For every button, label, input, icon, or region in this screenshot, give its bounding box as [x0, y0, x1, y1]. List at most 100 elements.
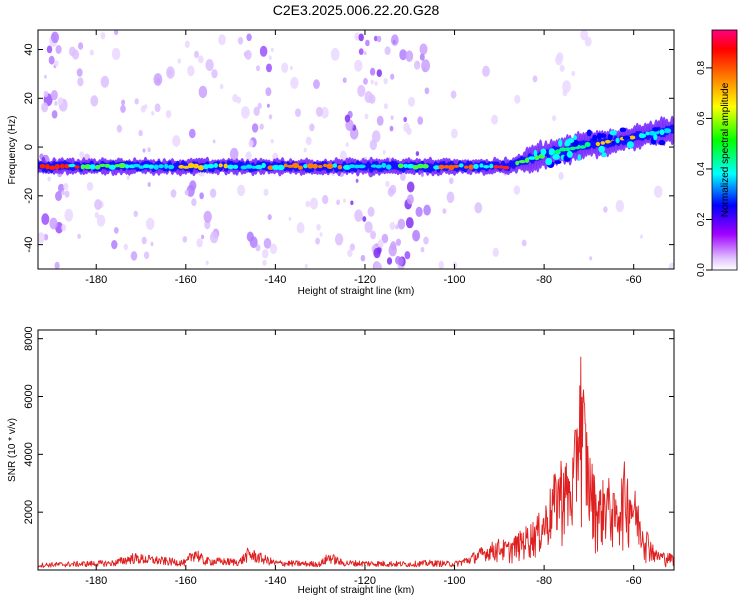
- noise-blob: [196, 238, 203, 248]
- noise-blob: [420, 172, 424, 177]
- y-tick-label: 2000: [23, 500, 35, 524]
- noise-blob: [355, 178, 359, 183]
- snr-series-layer: [38, 356, 674, 568]
- colorbar-label: Normalized spectral amplitude: [720, 82, 731, 217]
- noise-blob: [150, 241, 154, 247]
- noise-blob: [374, 262, 383, 269]
- y-tick-label: -20: [23, 188, 35, 204]
- ridge-peak: [489, 163, 494, 169]
- noise-blob: [315, 237, 320, 245]
- noise-blob: [349, 243, 355, 251]
- ridge-peak: [584, 142, 591, 147]
- noise-blob: [388, 244, 397, 257]
- ridge-clump: [565, 139, 570, 146]
- ridge-peak: [74, 165, 80, 169]
- noise-blob: [90, 95, 99, 107]
- ridge-peak: [158, 164, 164, 169]
- noise-blob: [342, 77, 347, 83]
- noise-blob: [57, 97, 64, 106]
- ridge-peak: [207, 163, 215, 169]
- noise-blob: [44, 74, 47, 79]
- noise-blob: [406, 127, 412, 136]
- noise-blob: [177, 58, 182, 64]
- noise-blob: [41, 102, 49, 113]
- noise-blob: [211, 69, 218, 79]
- noise-blob: [296, 222, 305, 234]
- noise-blob: [420, 246, 425, 253]
- noise-blob: [63, 182, 69, 191]
- ridge-clump: [611, 140, 616, 145]
- ridge-clump: [573, 135, 577, 141]
- noise-blob: [449, 177, 454, 185]
- y-tick-label: 0: [23, 144, 35, 150]
- noise-blob: [615, 199, 624, 213]
- ridge-clump: [652, 127, 659, 132]
- ridge-peak: [261, 162, 266, 169]
- noise-blob: [364, 221, 373, 234]
- noise-blob: [400, 172, 406, 181]
- noise-blob: [336, 199, 340, 206]
- noise-blob: [558, 171, 564, 180]
- noise-blob: [151, 111, 155, 116]
- ridge-peak: [99, 163, 106, 167]
- noise-blob: [218, 34, 226, 46]
- ridge-peak: [397, 163, 404, 169]
- noise-blob: [442, 208, 447, 214]
- noise-blob: [376, 115, 384, 126]
- noise-blob: [413, 60, 421, 70]
- ridge-peak: [483, 165, 490, 169]
- colorbar-tick-label: 0.0: [696, 263, 707, 277]
- noise-blob: [389, 125, 394, 132]
- noise-blob: [368, 94, 376, 104]
- noise-blob: [265, 87, 272, 97]
- ridge-peak: [80, 164, 86, 170]
- ridge-clump: [558, 139, 563, 147]
- noise-blob: [209, 188, 217, 198]
- snr-panel: -180 -160 -140 -120 -100 -80 -60 2000 4000 6000 8…: [7, 326, 675, 596]
- ridge-peak: [473, 163, 479, 170]
- noise-blob: [316, 224, 321, 231]
- noise-blob: [423, 236, 429, 245]
- ridge-peak: [148, 164, 155, 169]
- noise-blob: [50, 90, 58, 101]
- noise-blob: [369, 67, 376, 76]
- noise-blob: [364, 113, 369, 120]
- noise-blob: [156, 77, 161, 84]
- noise-blob: [334, 233, 344, 246]
- noise-blob: [182, 236, 188, 243]
- noise-blob: [415, 151, 420, 157]
- noise-blob: [113, 227, 119, 234]
- ridge-peak: [108, 164, 116, 170]
- noise-blob: [147, 147, 151, 153]
- ridge-peak: [332, 163, 338, 168]
- noise-blob: [145, 217, 155, 230]
- noise-blob: [363, 51, 367, 56]
- noise-blob: [367, 206, 375, 217]
- noise-blob: [111, 47, 121, 61]
- ridge-peak: [422, 164, 429, 169]
- ridge-clump: [607, 133, 613, 140]
- noise-blob: [47, 176, 51, 182]
- noise-blob: [668, 262, 674, 269]
- noise-blob: [130, 251, 138, 261]
- noise-blob: [251, 123, 259, 133]
- noise-blob: [54, 261, 60, 269]
- noise-blob: [267, 103, 270, 108]
- ridge-clump: [577, 154, 582, 161]
- ridge-peak: [187, 162, 195, 169]
- ridge-peak: [381, 162, 387, 168]
- noise-blob: [396, 238, 401, 246]
- noise-blob: [55, 191, 62, 202]
- noise-blob: [397, 218, 406, 230]
- noise-blob: [255, 244, 261, 252]
- noise-blob: [55, 45, 62, 54]
- ridge-peak: [403, 163, 409, 168]
- noise-blob: [349, 127, 359, 140]
- ridge-peak: [528, 156, 536, 160]
- figure-title: C2E3.2025.006.22.20.G28: [273, 2, 440, 18]
- ridge-peak: [555, 149, 561, 155]
- ridge-peak: [153, 164, 159, 170]
- noise-blob: [653, 185, 663, 198]
- x-tick-label: -140: [264, 575, 286, 587]
- x-tick-label: -60: [626, 575, 642, 587]
